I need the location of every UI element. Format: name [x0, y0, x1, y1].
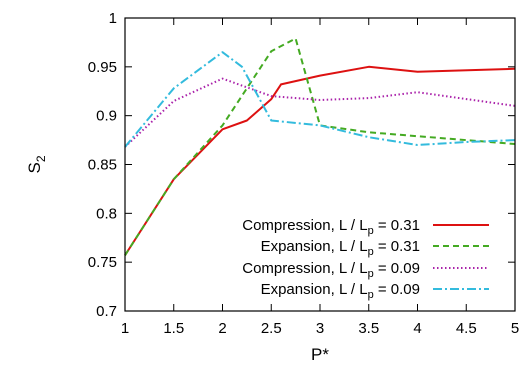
- y-tick-label: 0.7: [96, 303, 117, 320]
- y-tick-label: 1: [109, 10, 117, 27]
- y-tick-label: 0.85: [88, 157, 117, 174]
- y-tick-label: 0.8: [96, 205, 117, 222]
- plot-frame: [124, 17, 516, 312]
- x-tick-label: 3: [316, 320, 324, 337]
- x-tick-label: 3.5: [358, 320, 379, 337]
- series-line-2: [124, 37, 516, 256]
- ticks-layer: 1 1.5 2 2.5 3 3.5 4 4.5 5 0.7 0.75 0.8 0.85 0.9 0.95 1: [88, 10, 519, 337]
- x-tick-label: 1: [121, 320, 129, 337]
- x-tick-label: 2.5: [261, 320, 282, 337]
- x-axis-label: P*: [311, 345, 329, 364]
- x-tick-label: 4.5: [456, 320, 477, 337]
- x-tick-label: 2: [218, 320, 226, 337]
- legend-label-3: Compression, L / Lp = 0.09: [242, 260, 420, 280]
- x-tick-label: 1.5: [163, 320, 184, 337]
- y-axis-label: S2: [25, 155, 48, 173]
- lines-layer: [124, 37, 516, 256]
- y-tick-label: 0.9: [96, 108, 117, 125]
- legend-label-1: Compression, L / Lp = 0.31: [242, 217, 420, 237]
- y-tick-label: 0.75: [88, 254, 117, 271]
- legend-label-4: Expansion, L / Lp = 0.09: [261, 281, 420, 301]
- y-tick-label: 0.95: [88, 59, 117, 76]
- series-line-1: [124, 65, 516, 256]
- series-line-3: [124, 77, 516, 148]
- legend-label-2: Expansion, L / Lp = 0.31: [261, 238, 420, 258]
- x-tick-label: 4: [413, 320, 421, 337]
- series-line-4: [124, 51, 516, 148]
- x-tick-label: 5: [511, 320, 519, 337]
